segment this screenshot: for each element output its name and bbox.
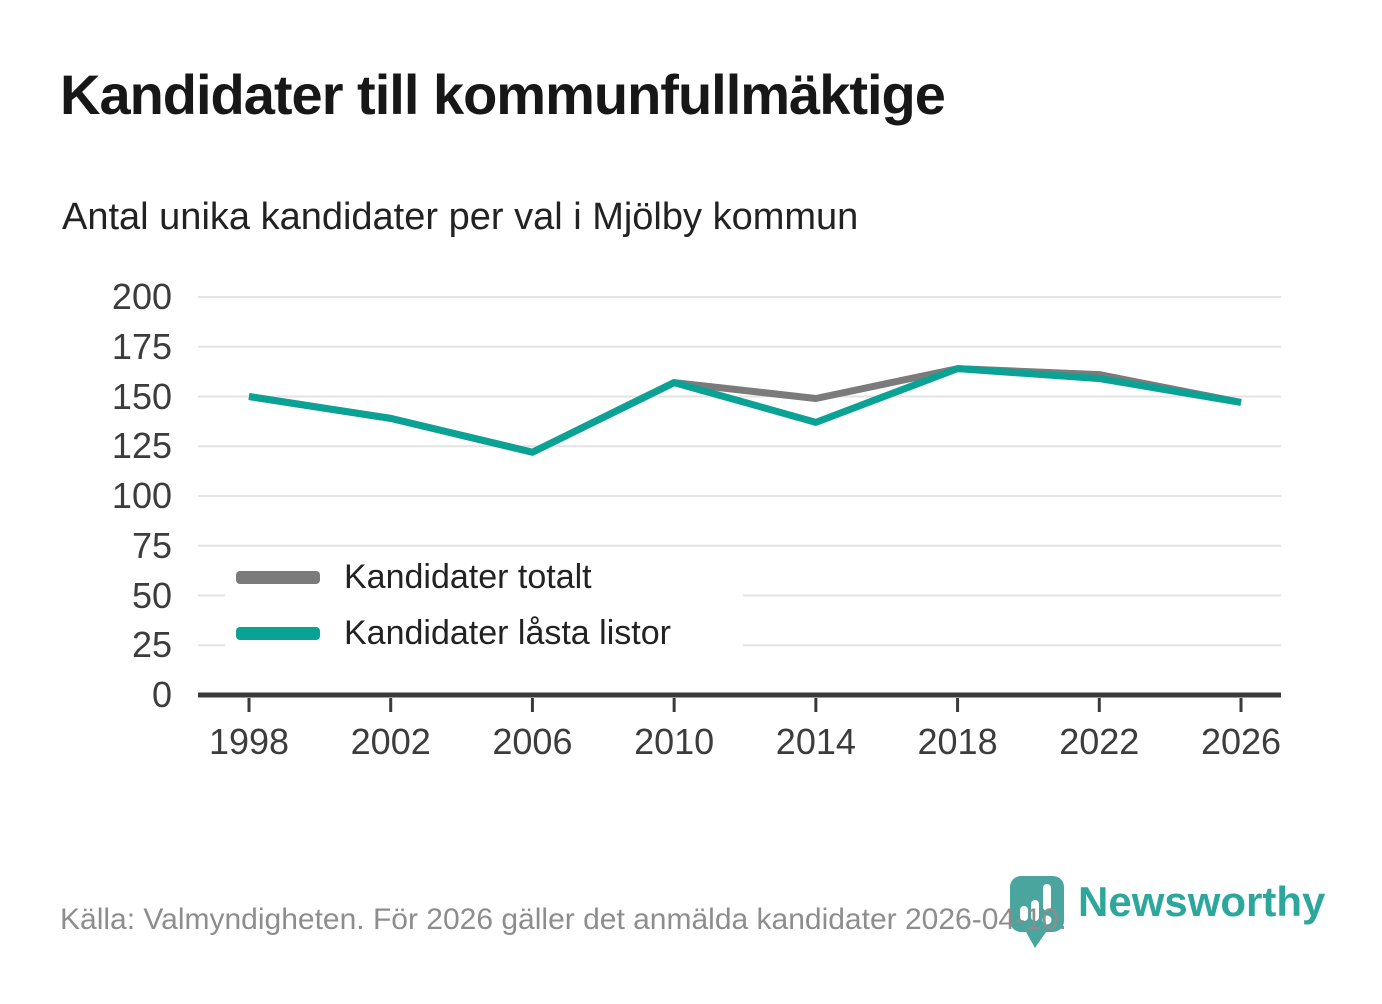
y-axis-tick-label: 125	[111, 425, 172, 467]
y-axis-tick-label: 175	[111, 325, 172, 367]
newsworthy-wordmark: Newsworthy	[1078, 878, 1326, 925]
newsworthy-logo: Newsworthy	[1010, 876, 1325, 952]
legend-item-total: Kandidater totalt	[236, 558, 592, 597]
y-axis-tick-label: 100	[111, 475, 172, 516]
y-axis-tick-label: 50	[131, 574, 172, 616]
legend-label-locked-lists: Kandidater låsta listor	[344, 614, 671, 652]
y-axis-tick-label: 0	[151, 674, 172, 715]
y-axis-tick-label: 75	[131, 524, 172, 566]
legend-swatch-total	[236, 571, 320, 584]
legend-item-locked-lists: Kandidater låsta listor	[236, 614, 671, 653]
y-axis-tick-label: 150	[111, 375, 172, 417]
y-axis-tick-label: 25	[131, 624, 172, 666]
x-axis-tick-label: 2002	[350, 721, 431, 762]
legend-label-total: Kandidater totalt	[344, 558, 592, 596]
source-note: Källa: Valmyndigheten. För 2026 gäller d…	[60, 903, 1067, 936]
x-axis-tick-label: 2014	[775, 721, 856, 762]
x-axis-tick-label: 2010	[634, 721, 715, 762]
x-axis-tick-label: 2022	[1059, 721, 1140, 762]
chart-subtitle: Antal unika kandidater per val i Mjölby …	[62, 196, 859, 238]
x-axis-tick-label: 2006	[492, 721, 573, 762]
page-title: Kandidater till kommunfullmäktige	[60, 63, 946, 126]
legend-swatch-locked-lists	[236, 627, 320, 640]
x-axis-tick-label: 2018	[917, 721, 998, 762]
x-axis-tick-label: 1998	[208, 721, 290, 762]
x-axis-tick-label: 2026	[1200, 721, 1282, 762]
newsworthy-logo-icon	[1010, 876, 1064, 948]
y-axis-tick-label: 200	[111, 276, 172, 317]
